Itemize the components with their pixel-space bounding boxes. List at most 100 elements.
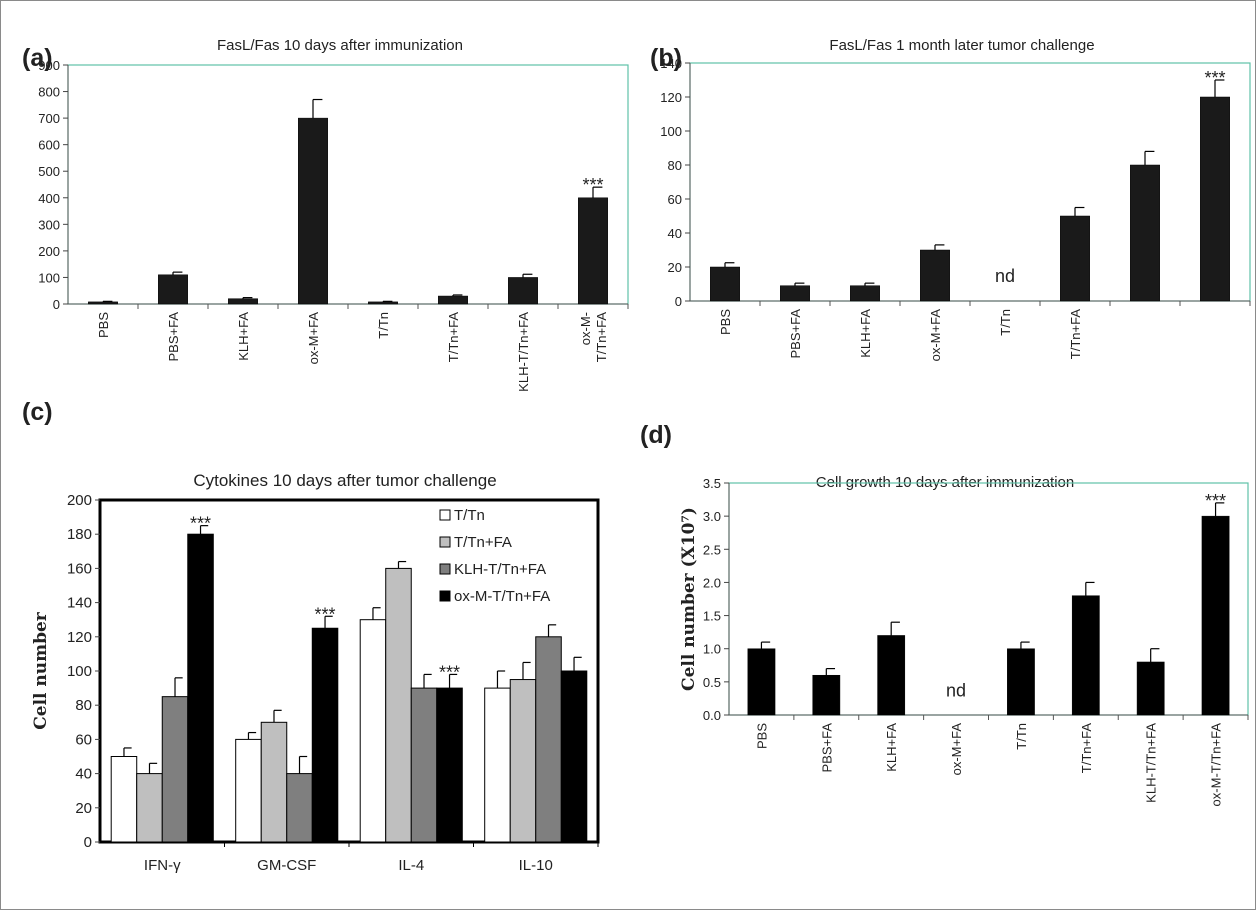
bar (158, 274, 188, 305)
category-label: KLH-T/Tn+FA (516, 312, 531, 392)
legend-entry: ox-M-T/Tn+FA (454, 588, 550, 605)
bar (747, 648, 776, 716)
chart-title: FasL/Fas 1 month later tumor challenge (829, 37, 1094, 54)
bar (484, 687, 511, 843)
y-tick-label: 300 (38, 217, 60, 232)
annotation: *** (439, 662, 460, 682)
y-tick-label: 120 (660, 90, 682, 105)
bar (509, 679, 537, 843)
annotation: *** (1205, 491, 1226, 511)
category-label: IFN-γ (144, 857, 181, 874)
category-label: IL-10 (519, 857, 553, 874)
category-label: T/Tn+FA (1068, 309, 1083, 360)
y-tick-label: 120 (67, 629, 92, 646)
chart-title: FasL/Fas 10 days after immunization (217, 37, 463, 54)
category-label: PBS (96, 312, 111, 338)
y-tick-label: 0.5 (703, 675, 721, 690)
bar (780, 285, 810, 302)
y-tick-label: 140 (67, 595, 92, 612)
panel-label-d: (d) (640, 421, 672, 449)
bar (311, 627, 339, 843)
y-tick-label: 700 (38, 111, 60, 126)
annotation: *** (1204, 68, 1225, 88)
panel-label-b: (b) (650, 44, 682, 72)
y-tick-label: 160 (67, 560, 92, 577)
y-tick-label: 1.5 (703, 609, 721, 624)
y-tick-label: 0 (53, 297, 60, 312)
y-tick-label: 800 (38, 85, 60, 100)
category-label: KLH+FA (858, 309, 873, 358)
bar (1136, 661, 1165, 716)
bar (1130, 164, 1160, 302)
category-label: T/Tn (998, 309, 1013, 336)
bar (136, 773, 163, 843)
chart-d: Cell growth 10 days after immunization0.… (679, 474, 1249, 807)
bar (410, 687, 438, 843)
y-tick-label: 20 (668, 260, 682, 275)
bar (228, 298, 258, 305)
y-tick-label: 100 (67, 663, 92, 680)
legend-swatch (439, 590, 451, 602)
bar (436, 687, 463, 843)
category-label: T/Tn+FA (446, 312, 461, 363)
chart-b: FasL/Fas 1 month later tumor challenge 0 2… (660, 37, 1251, 361)
legend-swatch (439, 509, 451, 521)
y-tick-label: 80 (668, 158, 682, 173)
category-label: KLH+FA (236, 312, 251, 361)
category-label: IL-4 (398, 857, 424, 874)
y-tick-label: 200 (38, 244, 60, 259)
category-label: T/Tn+FA (1079, 723, 1094, 774)
category-label: KLH+FA (884, 723, 899, 772)
category-label: PBS (754, 723, 769, 749)
category-label: ox-M+FA (306, 312, 321, 365)
y-tick-label: 900 (38, 58, 60, 73)
bar (235, 738, 262, 843)
legend-entry: T/Tn (454, 507, 485, 524)
bar (508, 277, 538, 305)
y-tick-label: 3.5 (703, 476, 721, 491)
y-axis-label: Cell number (31, 611, 51, 730)
y-axis-label: Cell number (X10⁷) (679, 507, 699, 691)
y-tick-label: 40 (75, 766, 92, 783)
y-tick-label: 140 (660, 56, 682, 71)
category-label: PBS+FA (788, 309, 803, 359)
category-label: ox-M-T/Tn+FA (1209, 723, 1224, 807)
annotation: *** (315, 604, 336, 624)
category-label: T/Tn (1014, 723, 1029, 750)
bar (710, 266, 740, 302)
category-label: GM-CSF (257, 857, 316, 874)
panel-label-c: (c) (22, 398, 53, 426)
category-label: ox-M+FA (949, 723, 964, 776)
y-tick-label: 100 (38, 270, 60, 285)
annotation: *** (190, 514, 211, 534)
bar (161, 696, 189, 843)
bar (850, 285, 880, 302)
bar (385, 567, 412, 843)
y-tick-label: 0 (675, 294, 682, 309)
legend-entry: T/Tn+FA (454, 534, 512, 551)
y-tick-label: 180 (67, 526, 92, 543)
y-tick-label: 1.0 (703, 642, 721, 657)
bar (578, 197, 608, 305)
bar (110, 756, 138, 843)
bar (88, 301, 118, 305)
bar (560, 670, 588, 843)
bar (877, 635, 906, 716)
y-tick-label: 60 (75, 731, 92, 748)
y-tick-label: 500 (38, 164, 60, 179)
bar (920, 249, 950, 302)
category-label: PBS+FA (166, 312, 181, 362)
bar (298, 117, 328, 305)
annotation: nd (995, 266, 1015, 286)
y-tick-label: 400 (38, 191, 60, 206)
y-tick-label: 0 (84, 834, 92, 851)
y-tick-label: 600 (38, 138, 60, 153)
bar (1200, 96, 1230, 302)
chart-title: Cytokines 10 days after tumor challenge (193, 471, 496, 490)
y-tick-label: 2.5 (703, 542, 721, 557)
annotation: nd (946, 680, 966, 700)
y-tick-label: 2.0 (703, 575, 721, 590)
y-tick-label: 40 (668, 226, 682, 241)
y-tick-label: 200 (67, 492, 92, 509)
